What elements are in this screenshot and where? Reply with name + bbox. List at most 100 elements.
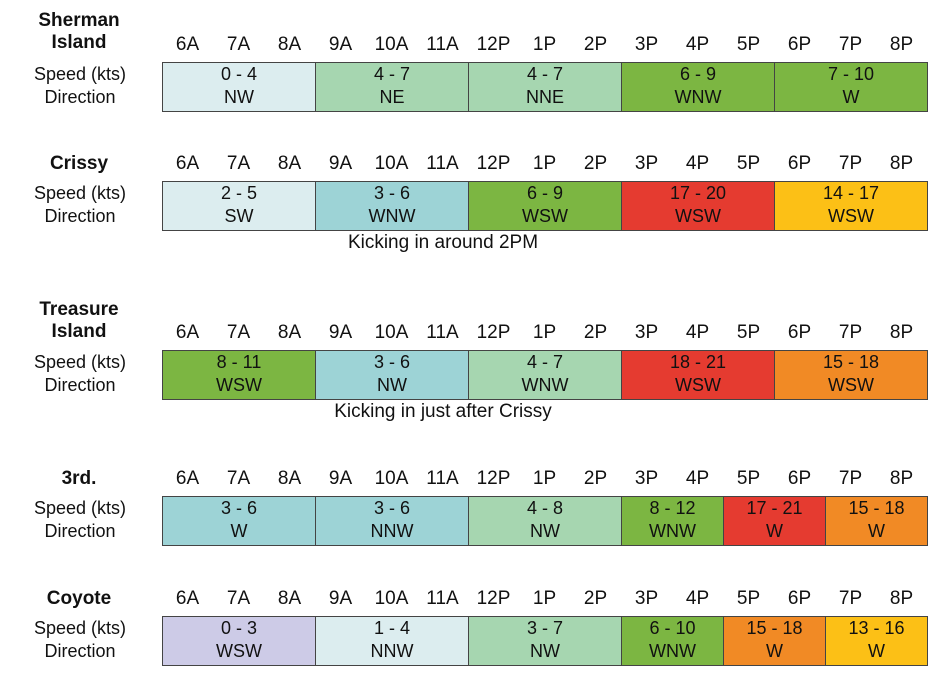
hour-label: 10A — [374, 322, 409, 343]
wind-speed: 17 - 21 — [746, 498, 803, 518]
hour-label: 7P — [838, 34, 863, 55]
forecast-cell: 3 - 6 NW — [315, 350, 469, 400]
location-title-line: Island — [51, 32, 107, 53]
hour-label: 3P — [634, 322, 659, 343]
hour-label: 7A — [226, 153, 251, 174]
forecast-cell: 15 - 18 W — [723, 616, 826, 666]
hour-label: 10A — [374, 153, 409, 174]
hour-label: 5P — [736, 153, 761, 174]
forecast-cell: 8 - 12 WNW — [621, 496, 724, 546]
hour-label: 6P — [787, 588, 812, 609]
hour-label: 4P — [685, 588, 710, 609]
wind-speed: 0 - 3 — [220, 618, 258, 638]
forecast-cell: 7 - 10 W — [774, 62, 928, 112]
forecast-cell: 6 - 9 WSW — [468, 181, 622, 231]
wind-speed: 2 - 5 — [220, 183, 258, 203]
hour-label: 11A — [426, 34, 459, 55]
hour-label: 9A — [328, 588, 353, 609]
forecast-cell: 0 - 4 NW — [162, 62, 316, 112]
hour-label: 9A — [328, 468, 353, 489]
wind-speed: 3 - 7 — [526, 618, 564, 638]
hour-label: 1P — [532, 34, 557, 55]
hour-label: 7A — [226, 588, 251, 609]
hour-label: 2P — [583, 322, 608, 343]
forecast-cell: 13 - 16 W — [825, 616, 928, 666]
forecast-cell: 0 - 3 WSW — [162, 616, 316, 666]
wind-speed: 18 - 21 — [669, 352, 727, 372]
hour-label: 12P — [476, 322, 511, 343]
wind-speed: 6 - 9 — [526, 183, 564, 203]
wind-speed: 13 - 16 — [848, 618, 905, 638]
forecast-cell: 14 - 17 WSW — [774, 181, 928, 231]
direction-row-label: Direction — [44, 521, 116, 541]
wind-direction: W — [842, 87, 860, 107]
hour-label: 10A — [374, 588, 409, 609]
hour-label: 2P — [583, 588, 608, 609]
hour-label: 4P — [685, 468, 710, 489]
wind-direction: WNW — [674, 87, 722, 107]
wind-direction: NW — [224, 87, 254, 107]
wind-speed: 7 - 10 — [827, 64, 875, 84]
wind-direction: NW — [377, 375, 407, 395]
location-title: Crissy — [4, 153, 154, 175]
speed-row-label: Speed (kts) — [33, 64, 127, 84]
wind-direction: WNW — [649, 521, 696, 541]
hour-label: 7P — [838, 322, 863, 343]
wind-direction: WSW — [828, 375, 874, 395]
location-title-line: Coyote — [46, 588, 112, 609]
forecast-cell: 3 - 6 WNW — [315, 181, 469, 231]
direction-row-label: Direction — [44, 375, 116, 395]
location-title-line: Crissy — [49, 153, 109, 174]
hour-label: 6P — [787, 322, 812, 343]
wind-speed: 4 - 7 — [373, 64, 411, 84]
hour-label: 7P — [838, 153, 863, 174]
wind-speed: 15 - 18 — [746, 618, 803, 638]
wind-speed: 17 - 20 — [669, 183, 727, 203]
hour-label: 3P — [634, 153, 659, 174]
wind-speed: 15 - 18 — [822, 352, 880, 372]
hour-label: 11A — [426, 153, 459, 174]
speed-row-label: Speed (kts) — [33, 618, 127, 638]
hour-label: 6P — [787, 468, 812, 489]
forecast-note: Kicking in just after Crissy — [334, 401, 552, 422]
hour-label: 8A — [277, 153, 302, 174]
wind-direction: NW — [530, 641, 560, 661]
hour-label: 8P — [889, 322, 914, 343]
wind-direction: WSW — [675, 375, 721, 395]
wind-direction: WNW — [368, 206, 416, 226]
hour-label: 2P — [583, 34, 608, 55]
wind-direction: NNW — [370, 521, 414, 541]
forecast-cell: 17 - 20 WSW — [621, 181, 775, 231]
forecast-cell: 3 - 7 NW — [468, 616, 622, 666]
hour-label: 2P — [583, 153, 608, 174]
hour-label: 7P — [838, 468, 863, 489]
wind-direction: NNW — [370, 641, 414, 661]
hour-label: 6A — [175, 588, 200, 609]
hour-label: 4P — [685, 34, 710, 55]
wind-speed: 8 - 12 — [649, 498, 696, 518]
wind-direction: WSW — [828, 206, 874, 226]
hour-label: 11A — [426, 468, 459, 489]
wind-speed: 1 - 4 — [373, 618, 411, 638]
hour-label: 8P — [889, 588, 914, 609]
hour-label: 8P — [889, 468, 914, 489]
hour-label: 8P — [889, 34, 914, 55]
wind-direction: WNW — [521, 375, 569, 395]
wind-direction: WSW — [216, 375, 262, 395]
location-title: 3rd. — [4, 468, 154, 490]
wind-direction: WNW — [649, 641, 696, 661]
hour-label: 12P — [476, 468, 511, 489]
speed-row-label: Speed (kts) — [33, 183, 127, 203]
forecast-note: Kicking in around 2PM — [347, 232, 539, 253]
hour-label: 8A — [277, 468, 302, 489]
forecast-cell: 4 - 7 NE — [315, 62, 469, 112]
wind-direction: W — [230, 521, 248, 541]
forecast-cell: 8 - 11 WSW — [162, 350, 316, 400]
forecast-cell: 15 - 18 W — [825, 496, 928, 546]
hour-label: 6P — [787, 34, 812, 55]
forecast-cell: 18 - 21 WSW — [621, 350, 775, 400]
wind-speed: 4 - 7 — [526, 352, 564, 372]
wind-speed: 8 - 11 — [216, 352, 262, 372]
speed-row-label: Speed (kts) — [33, 352, 127, 372]
hour-label: 1P — [532, 588, 557, 609]
